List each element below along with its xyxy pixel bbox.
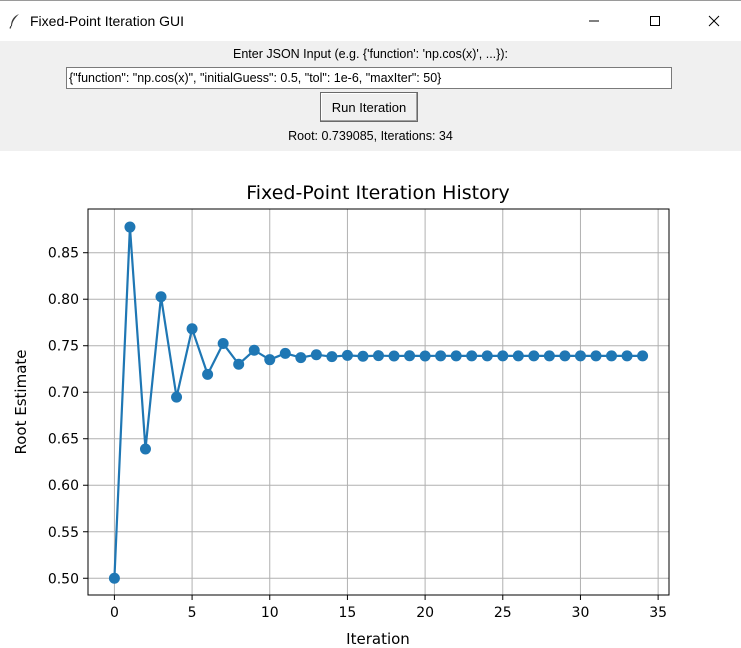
data-point [171,391,183,403]
y-tick-label: 0.75 [48,339,79,355]
close-icon [708,15,720,27]
data-point [388,350,400,362]
data-point [124,221,136,233]
y-tick-label: 0.80 [48,292,79,308]
json-input[interactable] [66,67,672,89]
data-point [497,350,509,362]
plot-canvas: Fixed-Point Iteration History 0 5 10 15 20 25… [0,151,741,648]
y-tick-label: 0.55 [48,525,79,541]
close-button[interactable] [690,1,738,41]
data-point [295,352,307,364]
x-tick-label: 15 [339,605,357,621]
x-tick-label: 30 [572,605,590,621]
data-point [279,347,291,359]
data-point [139,443,151,455]
data-point [466,350,478,362]
data-point [543,350,555,362]
plot-frame [87,208,670,596]
x-tick-label: 35 [649,605,667,621]
input-panel: Enter JSON Input (e.g. {'function': 'np.… [0,41,741,151]
data-point [606,350,618,362]
x-tick-label: 25 [494,605,512,621]
minimize-icon [589,20,599,22]
data-point [264,354,276,366]
data-point [357,350,369,362]
y-tick-label: 0.65 [48,432,79,448]
window-title: Fixed-Point Iteration GUI [30,13,185,29]
data-point [637,350,649,362]
x-axis-label: Iteration [346,630,410,648]
json-prompt-label: Enter JSON Input (e.g. {'function': 'np.… [233,47,508,61]
data-point [373,350,384,362]
title-bar: Fixed-Point Iteration GUI [0,1,741,41]
data-point [481,350,493,362]
x-tick-label: 0 [110,605,119,621]
data-point [574,350,586,362]
y-tick-label: 0.70 [48,385,79,401]
iteration-chart: Fixed-Point Iteration History 0 5 10 15 20 25… [12,182,670,648]
data-point [512,350,524,362]
minimize-button[interactable] [570,1,618,41]
data-point [621,350,633,362]
data-point [108,572,120,584]
chart-title: Fixed-Point Iteration History [246,182,510,204]
maximize-button[interactable] [631,1,679,41]
y-axis-label: Root Estimate [12,349,30,454]
y-tick-label: 0.85 [48,246,79,262]
series-line [113,225,643,579]
data-point [326,351,338,363]
x-tick-label: 5 [188,605,197,621]
y-tick-label: 0.60 [48,478,79,494]
x-tick-label: 20 [416,605,434,621]
maximize-icon [650,16,660,26]
data-point [404,350,416,362]
data-point [233,358,245,370]
data-point [590,350,602,362]
feather-icon [9,14,19,29]
data-point [248,344,260,356]
data-point [341,349,353,361]
x-tick-label: 10 [261,605,279,621]
data-point [186,323,198,335]
run-iteration-button[interactable]: Run Iteration [320,92,418,122]
data-point [435,350,447,362]
data-point [419,350,431,362]
data-point [155,291,167,303]
data-point [202,368,214,380]
data-point [528,350,540,362]
data-point [310,349,322,361]
data-point [559,350,571,362]
data-point [217,338,229,350]
result-label: Root: 0.739085, Iterations: 34 [288,129,453,143]
data-point [450,350,462,362]
y-tick-label: 0.50 [48,571,79,587]
